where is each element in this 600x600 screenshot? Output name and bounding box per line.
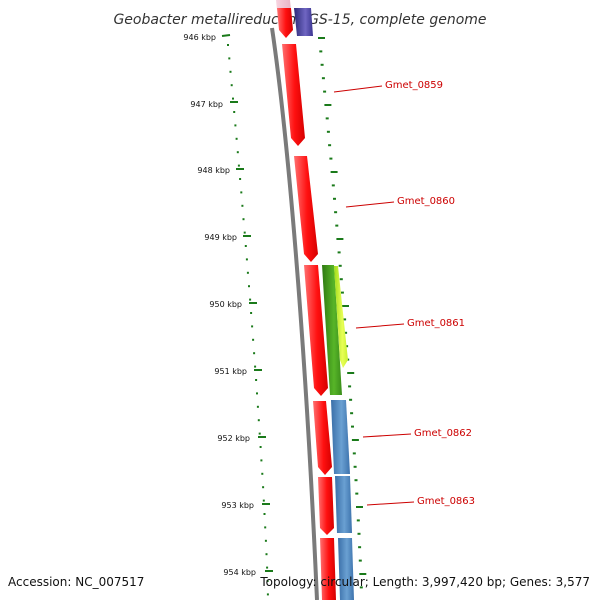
- gene-arrow-top: [277, 8, 293, 38]
- gene-arrow-gmet-0861: [304, 265, 328, 396]
- gene-label-gmet-0860: Gmet_0860: [397, 196, 455, 207]
- kbp-label: 949 kbp: [204, 233, 237, 242]
- genome-backbone: [270, 27, 319, 600]
- gene-arrow-bottom: [320, 538, 336, 600]
- gene-arrow-gmet-0863: [318, 477, 334, 535]
- gene-label-gmet-0859: Gmet_0859: [385, 80, 443, 91]
- feature-track: [276, 0, 354, 600]
- gene-arrow-gmet-0862: [313, 401, 332, 475]
- kbp-label: 950 kbp: [209, 300, 242, 309]
- gene-arrow-gmet-0860: [294, 156, 318, 262]
- misc-feature-top: [276, 0, 291, 10]
- gene-feature-blue-2: [335, 476, 352, 533]
- kbp-label: 953 kbp: [221, 501, 254, 510]
- kbp-label: 952 kbp: [217, 434, 250, 443]
- kbp-label: 946 kbp: [183, 33, 216, 42]
- gene-feature-blue-1: [331, 400, 350, 474]
- kbp-label: 947 kbp: [190, 100, 223, 109]
- kbp-label: 954 kbp: [223, 568, 256, 577]
- gene-rrna-lime: [334, 266, 348, 368]
- kbp-labels: 946 kbp 947 kbp 948 kbp 949 kbp 950 kbp …: [183, 33, 256, 577]
- gene-label-gmet-0862: Gmet_0862: [414, 428, 472, 439]
- kbp-major-ticks: [221, 34, 273, 572]
- gene-rrna-green: [322, 265, 342, 395]
- kbp-label: 951 kbp: [214, 367, 247, 376]
- gene-feature-purple: [294, 8, 313, 36]
- gene-feature-blue-3: [338, 538, 354, 600]
- gene-labels: Gmet_0859 Gmet_0860 Gmet_0861 Gmet_0862 …: [333, 80, 475, 507]
- gene-label-gmet-0863: Gmet_0863: [417, 496, 475, 507]
- ruler-dots-inner: [227, 44, 269, 596]
- accession-text: Accession: NC_007517: [8, 575, 144, 589]
- kbp-label: 948 kbp: [197, 166, 230, 175]
- topology-text: Topology: circular; Length: 3,997,420 bp…: [259, 575, 590, 589]
- gene-label-gmet-0861: Gmet_0861: [407, 318, 465, 329]
- gene-arrow-gmet-0859: [282, 44, 305, 146]
